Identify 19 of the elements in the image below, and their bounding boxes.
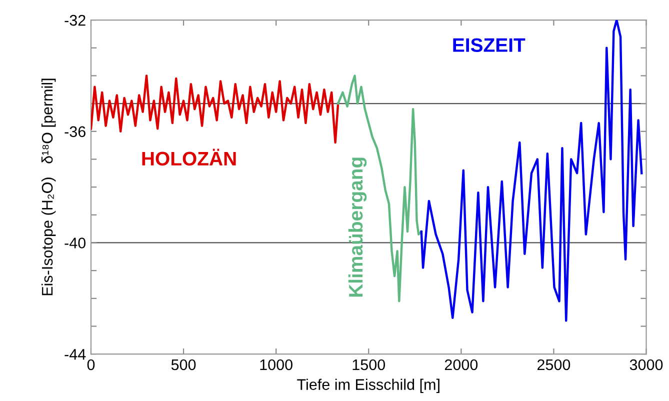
y-tick-label: -40: [64, 238, 86, 248]
x-tick-label: 0: [87, 359, 95, 370]
y-tick-label: -32: [64, 14, 86, 26]
x-tick-label: 3000: [630, 359, 663, 370]
x-tick-label: 2000: [444, 359, 478, 370]
line-series: [420, 20, 643, 322]
text: EISZEIT: [453, 38, 526, 52]
x-tick-label: 2500: [537, 359, 570, 370]
x-tick-label: 1500: [352, 359, 386, 370]
x-tick-label: 1000: [260, 359, 292, 370]
y-tick-label: -44: [64, 349, 86, 360]
series-label: HOLOZÄN: [142, 148, 236, 166]
line-series: [90, 74, 340, 144]
text: Klimaübergang: [348, 158, 367, 297]
y-tick-label: -36: [64, 126, 86, 138]
y-axis-title: Eis-Isotope (H₂O) δ¹⁸O [permil]: [41, 78, 56, 296]
x-tick-label: 500: [171, 359, 196, 370]
line-series: [336, 74, 422, 302]
x-axis-title: Tiefe im Eisschild [m]: [297, 378, 440, 393]
